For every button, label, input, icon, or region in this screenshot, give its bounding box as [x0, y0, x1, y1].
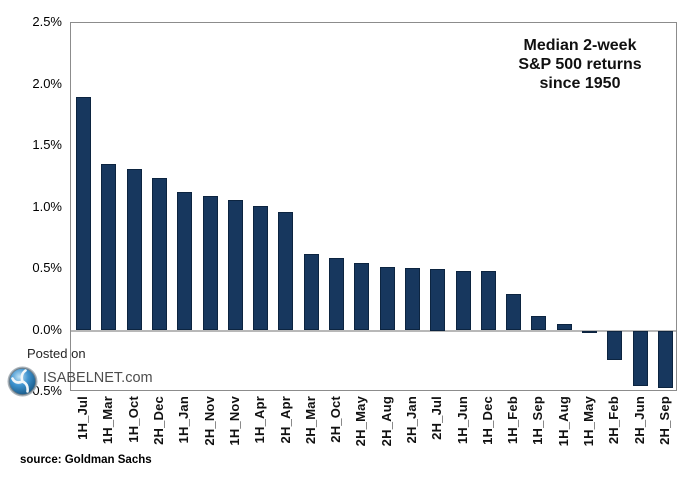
plot-area [70, 22, 677, 391]
x-tick-label-1H_May: 1H_May [581, 396, 597, 447]
x-tick-label-1H_Nov: 1H_Nov [226, 396, 242, 446]
x-tick-label-2H_Apr: 2H_Apr [277, 396, 293, 444]
bar-2H_Jun [632, 330, 648, 386]
x-tick-label-2H_Mar: 2H_Mar [302, 396, 318, 445]
x-tick-label-2H_Aug: 2H_Aug [378, 396, 394, 447]
y-tick-label-0.0%: 0.0% [32, 321, 62, 337]
x-tick-label-2H_Jul: 2H_Jul [429, 396, 445, 440]
y-tick-label-2.0%: 2.0% [32, 75, 62, 91]
x-tick-label-1H_Apr: 1H_Apr [252, 396, 268, 444]
bar-2H_Dec [152, 177, 168, 331]
x-tick-slot: 2H_Sep [652, 396, 677, 466]
watermark-site-name: ISABELNET.com [43, 370, 153, 386]
x-tick-label-1H_Oct: 1H_Oct [125, 396, 141, 443]
chart-title-line-3: since 1950 [539, 75, 621, 92]
bar-1H_Jun [455, 271, 471, 331]
x-tick-slot: 2H_Feb [601, 396, 626, 466]
x-axis: 1H_Jul 1H_Mar 1H_Oct 2H_Dec 1H_Jan 2H_Nov 1H_N… [70, 396, 677, 466]
bar-2H_May [354, 262, 370, 331]
x-tick-slot: 2H_Mar [298, 396, 323, 466]
x-tick-slot: 2H_Aug [374, 396, 399, 466]
x-tick-label-1H_Jun: 1H_Jun [454, 396, 470, 445]
x-tick-slot: 1H_May [576, 396, 601, 466]
bar-1H_Apr [253, 206, 269, 331]
chart-title-line-1: Median 2-week [523, 37, 637, 54]
bar-1H_Nov [227, 200, 243, 331]
bar-2H_Feb [607, 330, 623, 361]
x-tick-label-1H_Feb: 1H_Feb [505, 396, 521, 445]
x-tick-label-2H_Feb: 2H_Feb [606, 396, 622, 445]
x-tick-slot: 1H_Jun [449, 396, 474, 466]
x-tick-label-2H_Jan: 2H_Jan [404, 396, 419, 444]
x-tick-label-2H_Sep: 2H_Sep [656, 396, 672, 445]
bar-2H_Nov [202, 196, 218, 331]
x-tick-label-2H_Jun: 2H_Jun [631, 396, 647, 445]
x-tick-slot: 1H_Apr [247, 396, 272, 466]
bar-1H_Jan [177, 191, 193, 331]
x-tick-slot: 1H_Nov [222, 396, 247, 466]
y-tick-label-0.5%: 0.5% [32, 260, 62, 275]
bar-1H_May [581, 330, 597, 333]
x-tick-slot: 1H_Jan [171, 396, 196, 466]
x-tick-slot: 2H_Jun [627, 396, 652, 466]
bar-2H_Jan [404, 267, 420, 331]
bar-1H_Sep [531, 315, 547, 331]
bar-2H_Sep [657, 330, 673, 389]
y-tick-label-2.5%: 2.5% [32, 14, 62, 29]
isabelnet-globe-logo [7, 366, 38, 397]
y-axis: 2.5% 2.0% 1.5% 1.0% 0.5% 0.0% -0.5% [0, 14, 62, 398]
y-tick-label-1.5%: 1.5% [32, 137, 62, 152]
x-tick-slot: 2H_May [348, 396, 373, 466]
bar-1H_Oct [126, 169, 142, 331]
x-tick-label-1H_Jul: 1H_Jul [75, 396, 91, 440]
x-tick-label-1H_Sep: 1H_Sep [530, 396, 546, 445]
x-tick-label-1H_Aug: 1H_Aug [555, 396, 571, 447]
x-tick-label-1H_Jan: 1H_Jan [176, 396, 192, 444]
x-tick-slot: 2H_Jul [424, 396, 449, 466]
x-tick-slot: 2H_Oct [323, 396, 348, 466]
bar-2H_Jul [430, 269, 446, 331]
source-credit: source: Goldman Sachs [20, 454, 152, 466]
bar-1H_Feb [506, 293, 522, 331]
zero-axis-line [71, 329, 676, 332]
x-tick-slot: 1H_Sep [525, 396, 550, 466]
x-tick-slot: 1H_Aug [551, 396, 576, 466]
x-tick-label-2H_Oct: 2H_Oct [328, 396, 344, 443]
x-tick-slot: 2H_Jan [399, 396, 424, 466]
chart-title-line-2: S&P 500 returns [518, 56, 642, 73]
bar-1H_Mar [101, 164, 117, 331]
bar-2H_Oct [329, 257, 345, 331]
bar-1H_Dec [480, 271, 496, 331]
watermark-posted-on: Posted on [27, 346, 86, 361]
x-tick-label-1H_Dec: 1H_Dec [479, 396, 495, 445]
bar-2H_Apr [278, 212, 294, 331]
bar-1H_Jul [76, 96, 92, 331]
x-tick-slot: 1H_Dec [475, 396, 500, 466]
bar-2H_Mar [303, 254, 319, 331]
x-tick-slot: 1H_Feb [500, 396, 525, 466]
y-tick-label-1.0%: 1.0% [32, 198, 62, 214]
x-tick-slot: 2H_Nov [196, 396, 221, 466]
x-tick-label-2H_Nov: 2H_Nov [201, 396, 217, 446]
x-tick-label-2H_May: 2H_May [353, 396, 369, 447]
chart-title: Median 2-week S&P 500 returns since 1950 [480, 36, 680, 93]
x-tick-label-1H_Mar: 1H_Mar [100, 396, 116, 445]
bar-2H_Aug [379, 266, 395, 331]
x-tick-slot: 2H_Apr [272, 396, 297, 466]
x-tick-label-2H_Dec: 2H_Dec [151, 396, 167, 445]
bar-1H_Aug [556, 324, 572, 331]
